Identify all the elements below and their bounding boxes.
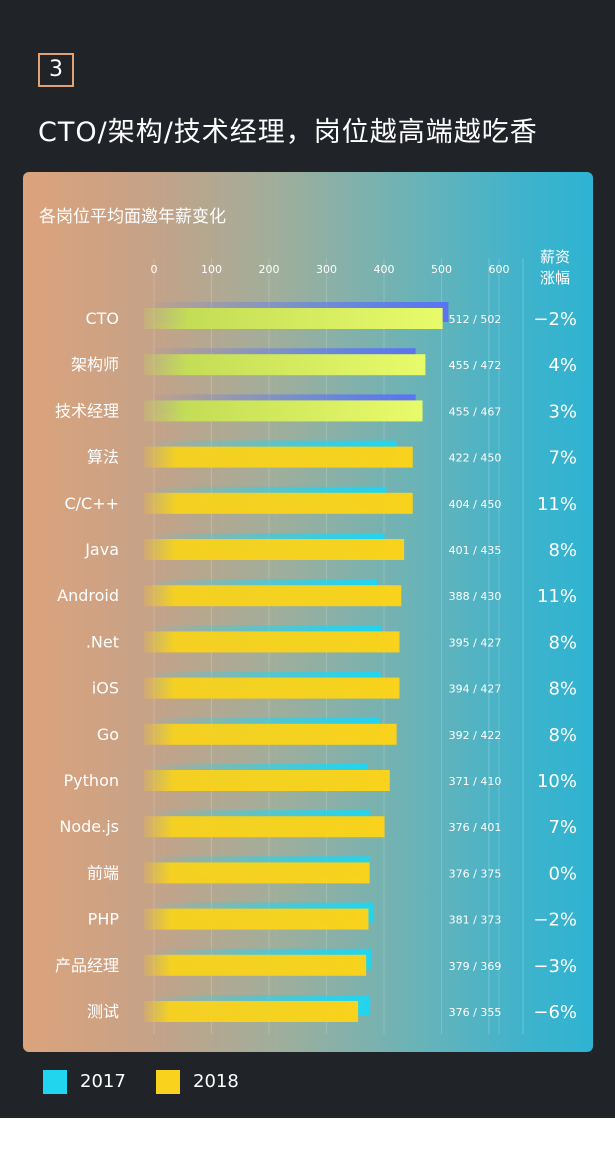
value-label: 376 / 375 <box>449 867 502 880</box>
bar-2018 <box>144 308 443 329</box>
bar-2018 <box>144 354 426 376</box>
category-label: 前端 <box>87 863 119 882</box>
category-label: Python <box>64 771 119 790</box>
growth-label: −2% <box>533 910 577 931</box>
legend-label-2017: 2017 <box>80 1071 126 1092</box>
value-label: 376 / 355 <box>449 1006 502 1019</box>
chart-card: 各岗位平均面邀年薪变化 <box>23 172 593 1052</box>
growth-label: 7% <box>548 817 577 838</box>
bar-2018 <box>144 677 400 699</box>
growth-label: 8% <box>548 632 577 653</box>
bar-2018 <box>144 908 369 930</box>
growth-label: 7% <box>548 448 577 469</box>
x-tick-label: 500 <box>431 263 452 276</box>
chart-title: 各岗位平均面邀年薪变化 <box>39 207 226 227</box>
x-tick-label: 200 <box>259 263 280 276</box>
category-label: Go <box>97 725 119 744</box>
growth-label: 10% <box>537 771 577 792</box>
growth-label: 8% <box>548 540 577 561</box>
category-label: 技术经理 <box>55 401 119 420</box>
value-label: 376 / 401 <box>449 821 502 834</box>
category-label: 产品经理 <box>55 956 119 975</box>
category-label: Java <box>84 540 119 559</box>
category-label: PHP <box>88 910 120 929</box>
value-label: 455 / 472 <box>449 359 502 372</box>
page-background: 3 CTO/架构/技术经理，岗位越高端越吃香 各岗位平均面邀年薪变化 <box>0 0 615 1118</box>
value-label: 371 / 410 <box>449 775 502 788</box>
chart-legend: 2017 2018 <box>43 1069 303 1095</box>
x-tick-label: 100 <box>201 263 222 276</box>
legend-label-2018: 2018 <box>193 1071 239 1092</box>
category-label: Node.js <box>59 817 119 836</box>
value-label: 422 / 450 <box>449 452 502 465</box>
section-number-badge: 3 <box>38 53 74 87</box>
growth-label: 3% <box>548 401 577 422</box>
bar-2018 <box>144 492 413 514</box>
bar-2018 <box>144 400 423 422</box>
bar-2018 <box>144 539 405 560</box>
growth-label: 8% <box>548 725 577 746</box>
headline: CTO/架构/技术经理，岗位越高端越吃香 <box>38 117 538 148</box>
value-label: 392 / 422 <box>449 729 502 742</box>
value-label: 401 / 435 <box>449 544 502 557</box>
category-label: iOS <box>92 679 119 698</box>
legend-swatch-2018 <box>156 1070 180 1094</box>
value-label: 388 / 430 <box>449 590 502 603</box>
value-label: 512 / 502 <box>449 313 502 326</box>
x-tick-label: 400 <box>374 263 395 276</box>
value-label: 381 / 373 <box>449 914 502 927</box>
growth-label: −3% <box>533 956 577 977</box>
growth-label: 11% <box>537 494 577 515</box>
bar-2018 <box>144 631 400 653</box>
category-label: 算法 <box>87 448 119 467</box>
growth-header-line1: 薪资 <box>540 248 570 266</box>
growth-label: 0% <box>548 863 577 884</box>
category-label: C/C++ <box>64 494 119 513</box>
bar-2018 <box>144 954 367 976</box>
growth-label: −6% <box>533 1002 577 1023</box>
category-label: 测试 <box>87 1002 119 1021</box>
bar-2018 <box>144 585 402 607</box>
bar-2018 <box>144 723 397 745</box>
category-label: .Net <box>86 632 119 651</box>
growth-label: 11% <box>537 586 577 607</box>
growth-header-line2: 涨幅 <box>540 269 570 287</box>
value-label: 394 / 427 <box>449 683 502 696</box>
bar-2018 <box>144 816 385 838</box>
value-label: 395 / 427 <box>449 636 502 649</box>
bar-2018 <box>144 770 390 791</box>
category-label: 架构师 <box>71 355 119 374</box>
x-tick-label: 0 <box>151 263 158 276</box>
category-label: Android <box>57 586 119 605</box>
bar-2018 <box>144 1001 359 1022</box>
x-tick-label: 300 <box>316 263 337 276</box>
category-label: CTO <box>85 309 119 328</box>
growth-label: 4% <box>548 355 577 376</box>
bar-2018 <box>144 446 413 468</box>
value-label: 379 / 369 <box>449 960 502 973</box>
bar-2018 <box>144 862 370 884</box>
legend-swatch-2017 <box>43 1070 67 1094</box>
growth-label: 8% <box>548 679 577 700</box>
value-label: 455 / 467 <box>449 405 502 418</box>
x-tick-label: 600 <box>489 263 510 276</box>
value-label: 404 / 450 <box>449 498 502 511</box>
growth-label: −2% <box>533 309 577 330</box>
